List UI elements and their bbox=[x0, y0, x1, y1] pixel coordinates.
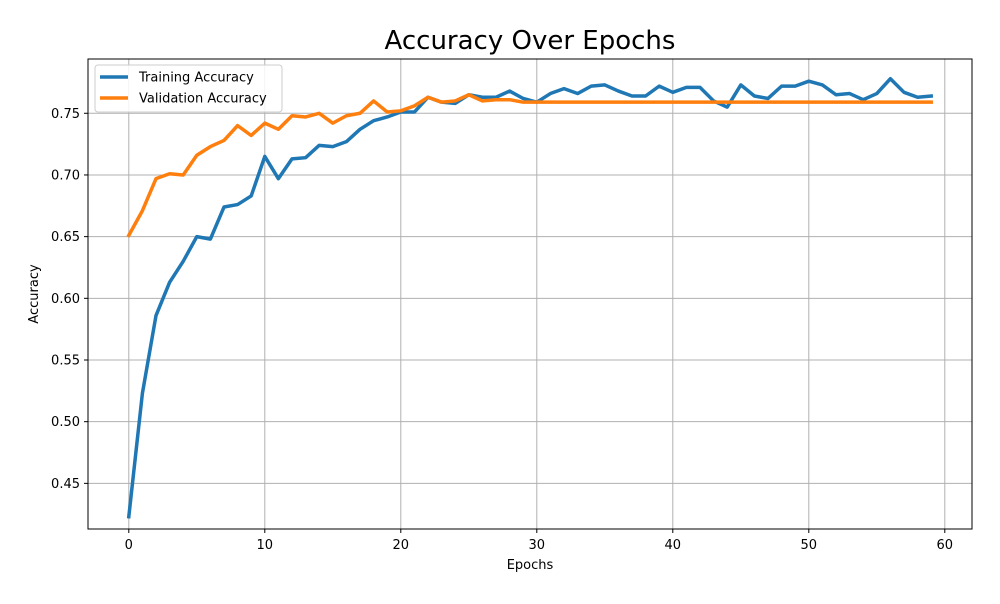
series-line-validation-accuracy bbox=[126, 93, 933, 238]
plot-frame bbox=[87, 58, 973, 530]
legend-box bbox=[94, 64, 283, 113]
series-line-training-accuracy bbox=[126, 76, 934, 519]
x-tick-label: 40 bbox=[665, 538, 682, 553]
y-tick-label: 0.55 bbox=[51, 353, 80, 368]
tick-layer: 0 10 20 30 40 50 60 0.45 0.50 0.55 0.60 0.65 0.70 0.7… bbox=[51, 107, 953, 553]
x-axis-label: Epochs bbox=[507, 558, 554, 573]
x-tick-label: 60 bbox=[937, 538, 954, 553]
x-tick-label: 30 bbox=[529, 538, 546, 553]
y-axis-label: Accuracy bbox=[27, 264, 42, 324]
y-tick-label: 0.65 bbox=[51, 230, 80, 245]
y-tick-label: 0.60 bbox=[51, 292, 80, 307]
y-tick-label: 0.45 bbox=[51, 477, 80, 492]
x-tick-label: 20 bbox=[393, 538, 410, 553]
x-tick-label: 10 bbox=[257, 538, 274, 553]
series-layer bbox=[126, 76, 934, 519]
y-tick-label: 0.70 bbox=[51, 168, 80, 183]
x-tick-label: 0 bbox=[125, 538, 133, 553]
legend-label: Training Accuracy bbox=[138, 71, 254, 86]
chart-title: Accuracy Over Epochs bbox=[385, 26, 676, 56]
y-tick-label: 0.75 bbox=[51, 107, 80, 122]
grid-layer bbox=[88, 59, 972, 529]
y-tick-label: 0.50 bbox=[51, 415, 80, 430]
legend-label: Validation Accuracy bbox=[139, 92, 267, 107]
x-tick-label: 50 bbox=[801, 538, 818, 553]
legend: Training Accuracy Validation Accuracy bbox=[94, 64, 283, 113]
